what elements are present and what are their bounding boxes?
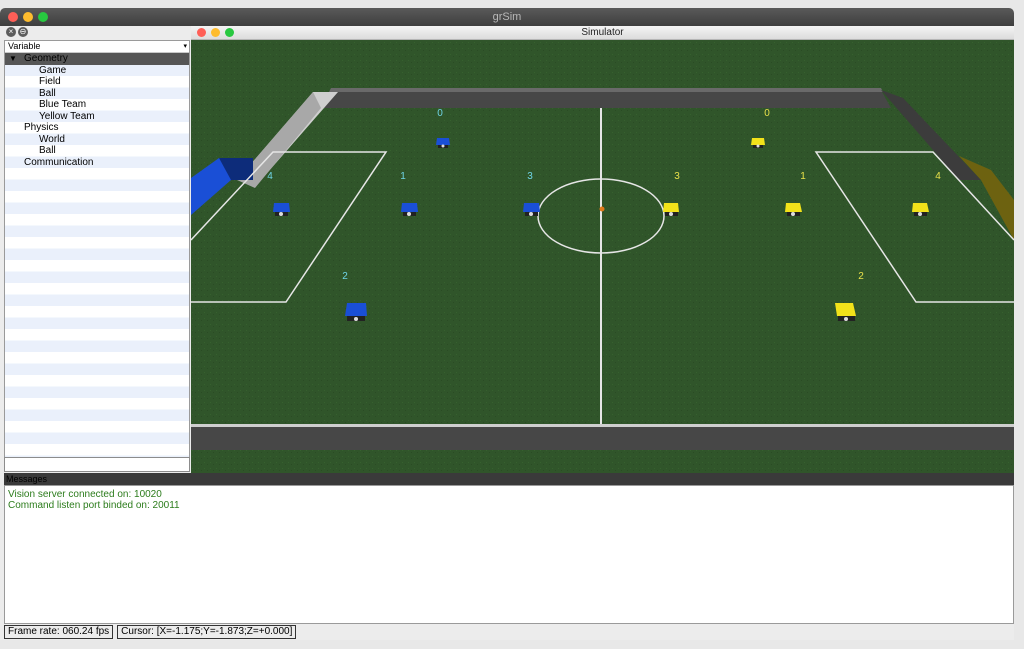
messages-panel[interactable]: Vision server connected on: 10020 Comman… xyxy=(4,485,1014,624)
tree-item-label: Field xyxy=(39,76,61,87)
right-wall xyxy=(881,90,981,180)
yellow-robot-0[interactable] xyxy=(751,138,765,148)
frame-rate-status: Frame rate: 060.24 fps xyxy=(4,625,114,639)
blue-id-label: 0 xyxy=(437,108,443,119)
blue-id-label: 3 xyxy=(527,171,533,182)
simulator-subwindow: Simulator xyxy=(191,26,1014,473)
tree-item-label: Physics xyxy=(24,122,59,133)
yellow-id-label: 2 xyxy=(858,271,864,282)
top-wall xyxy=(321,90,891,108)
yellow-id-label: 4 xyxy=(935,171,941,182)
tree-item-label: Ball xyxy=(39,87,56,99)
blue-robot-1[interactable] xyxy=(401,203,418,216)
yellow-goal xyxy=(959,156,1014,240)
yellow-id-label: 0 xyxy=(764,108,770,119)
dock-close-icon[interactable]: × xyxy=(6,27,16,37)
grass-surface xyxy=(191,40,1014,473)
tree-item-label: World xyxy=(39,133,65,145)
tree-value-input[interactable] xyxy=(4,457,190,472)
tree-item-physics-ball[interactable]: Ball xyxy=(5,145,189,157)
main-window: × ⊖ Variable ▾ ▼ Geometry Game Field Bal… xyxy=(0,26,1014,640)
window-titlebar[interactable]: grSim xyxy=(0,8,1014,26)
tree-header-label: Variable xyxy=(8,41,41,51)
blue-robot-4[interactable] xyxy=(273,203,290,216)
yellow-robot-1[interactable] xyxy=(785,203,802,216)
minimize-icon[interactable] xyxy=(23,12,33,22)
message-line: Command listen port binded on: 20011 xyxy=(8,500,180,511)
blue-id-label: 4 xyxy=(267,171,273,182)
simulator-titlebar[interactable]: Simulator xyxy=(191,26,1014,40)
messages-header: Messages xyxy=(4,473,1014,485)
yellow-id-label: 3 xyxy=(674,171,680,182)
sim-close-icon[interactable] xyxy=(197,28,206,37)
sim-zoom-icon[interactable] xyxy=(225,28,234,37)
left-penalty-area xyxy=(191,151,388,303)
tree-item-communication[interactable]: Communication xyxy=(5,157,189,169)
bottom-line xyxy=(191,424,1014,427)
simulator-title: Simulator xyxy=(581,27,624,38)
tree-item-physics[interactable]: Physics xyxy=(5,122,189,134)
ball[interactable] xyxy=(599,206,605,212)
sim-minimize-icon[interactable] xyxy=(211,28,220,37)
tree-rows: ▼ Geometry Game Field Ball Blue Team Yel… xyxy=(5,53,189,471)
window-title: grSim xyxy=(492,11,522,23)
tree-item-geometry[interactable]: ▼ Geometry xyxy=(5,53,189,65)
tree-item-field[interactable]: Field xyxy=(5,76,189,88)
tree-item-label: Communication xyxy=(24,156,94,168)
expand-triangle-icon[interactable]: ▼ xyxy=(9,54,17,63)
blue-id-label: 2 xyxy=(342,271,348,282)
blue-id-label: 1 xyxy=(400,171,406,182)
tree-item-world[interactable]: World xyxy=(5,134,189,146)
tree-column-header[interactable]: Variable ▾ xyxy=(5,41,189,53)
yellow-robot-4[interactable] xyxy=(912,203,929,216)
tree-item-ball[interactable]: Ball xyxy=(5,88,189,100)
tree-item-label: Ball xyxy=(39,145,56,156)
tree-item-yellow-team[interactable]: Yellow Team xyxy=(5,111,189,123)
dock-float-icon[interactable]: ⊖ xyxy=(18,27,28,37)
tree-item-blue-team[interactable]: Blue Team xyxy=(5,99,189,111)
blue-robot-0[interactable] xyxy=(436,138,450,148)
tree-item-label: Yellow Team xyxy=(39,110,95,122)
tree-item-label: Blue Team xyxy=(39,99,87,110)
config-tree[interactable]: Variable ▾ ▼ Geometry Game Field Ball Bl… xyxy=(4,40,190,472)
yellow-robot-3[interactable] xyxy=(663,203,679,216)
tree-item-game[interactable]: Game xyxy=(5,65,189,77)
tree-item-label: Game xyxy=(39,64,67,76)
blue-goal-dark xyxy=(219,158,253,180)
yellow-robot-2[interactable] xyxy=(835,303,856,321)
tree-item-label: Geometry xyxy=(24,53,68,64)
right-penalty-area xyxy=(814,151,1014,303)
blue-robot-2[interactable] xyxy=(345,303,367,321)
zoom-icon[interactable] xyxy=(38,12,48,22)
blue-robot-3[interactable] xyxy=(523,203,540,216)
status-bar: Frame rate: 060.24 fps Cursor: [X=-1.175… xyxy=(4,625,1014,639)
left-wall-shade xyxy=(237,92,321,188)
field-view[interactable]: 0 4 1 3 2 0 3 1 4 2 xyxy=(191,40,1014,473)
yellow-id-label: 1 xyxy=(800,171,806,182)
dock-controls: × ⊖ xyxy=(6,26,28,39)
cursor-status: Cursor: [X=-1.175;Y=-1.873;Z=+0.000] xyxy=(117,625,297,639)
sort-arrow-icon: ▾ xyxy=(183,43,187,50)
close-icon[interactable] xyxy=(8,12,18,22)
message-line: Vision server connected on: 10020 xyxy=(8,489,162,500)
bottom-wall xyxy=(191,425,1014,450)
top-wall-edge xyxy=(329,88,883,92)
